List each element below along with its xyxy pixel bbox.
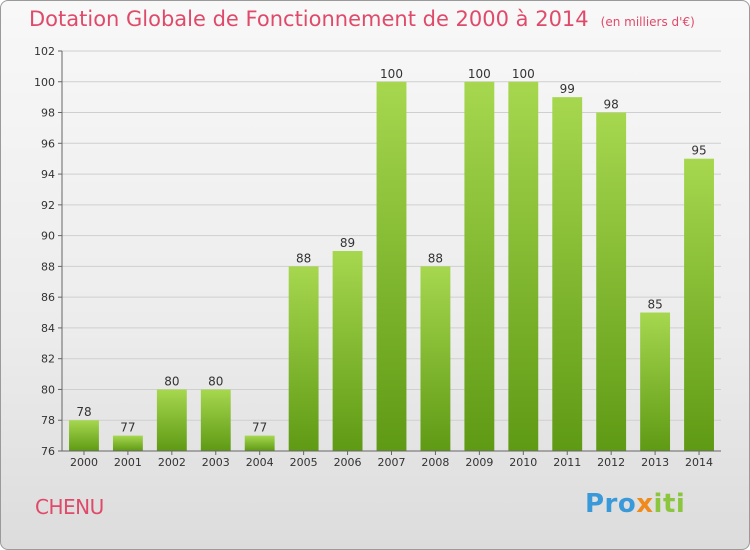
y-tick-label: 90 [41, 230, 55, 243]
chart-title: Dotation Globale de Fonctionnement de 20… [29, 7, 589, 31]
x-tick-label-2008: 2008 [421, 456, 449, 469]
x-tick-label-2014: 2014 [685, 456, 713, 469]
bar-2003 [200, 389, 231, 451]
x-tick-label-2005: 2005 [290, 456, 318, 469]
bar-2004 [244, 435, 275, 451]
x-tick-label-2009: 2009 [465, 456, 493, 469]
x-tick-label-2001: 2001 [114, 456, 142, 469]
data-label-2002: 80 [164, 374, 179, 388]
bar-2009 [464, 81, 495, 452]
bar-2013 [640, 312, 671, 451]
brand-logo: Proxiti [585, 489, 686, 519]
data-label-2013: 85 [647, 298, 662, 312]
data-label-2004: 77 [252, 421, 267, 435]
data-label-2009: 100 [468, 67, 491, 81]
bar-2007 [376, 81, 407, 452]
bar-2014 [684, 158, 714, 451]
x-tick-label-2004: 2004 [246, 456, 274, 469]
data-label-2012: 98 [604, 98, 619, 112]
y-tick-label: 82 [41, 353, 55, 366]
bar-2006 [332, 251, 363, 451]
y-tick-label: 100 [34, 76, 55, 89]
y-tick-label: 84 [41, 322, 55, 335]
x-tick-label-2003: 2003 [202, 456, 230, 469]
y-tick-label: 88 [41, 260, 55, 273]
data-label-2000: 78 [76, 405, 91, 419]
bar-2010 [508, 81, 539, 452]
x-tick-label-2000: 2000 [70, 456, 98, 469]
x-tick-label-2011: 2011 [553, 456, 581, 469]
y-tick-label: 96 [41, 137, 55, 150]
data-label-2005: 88 [296, 251, 311, 265]
commune-name: CHENU [35, 495, 104, 519]
bar-2011 [552, 97, 583, 452]
y-tick-label: 102 [34, 45, 55, 58]
data-label-2007: 100 [380, 67, 403, 81]
y-tick-label: 98 [41, 107, 55, 120]
bar-2000 [69, 420, 99, 451]
x-tick-label-2013: 2013 [641, 456, 669, 469]
chart-subtitle: (en milliers d'€) [600, 15, 695, 29]
data-label-2010: 100 [512, 67, 535, 81]
data-label-2014: 95 [691, 144, 706, 158]
y-tick-label: 94 [41, 168, 55, 181]
bar-2002 [156, 389, 187, 451]
y-tick-label: 76 [41, 445, 55, 458]
y-tick-label: 78 [41, 414, 55, 427]
data-label-2001: 77 [120, 421, 135, 435]
x-tick-label-2002: 2002 [158, 456, 186, 469]
data-label-2006: 89 [340, 236, 355, 250]
data-label-2003: 80 [208, 374, 223, 388]
bar-2001 [112, 435, 143, 451]
bars: 78 77 80 80 77 88 89 100 88 100 100 99 98 85 95 [69, 67, 714, 452]
axes: 76 78 80 82 84 86 88 90 92 94 96 98 100 102 2000 2001 20… [34, 45, 721, 469]
bar-2012 [596, 112, 627, 452]
x-tick-label-2006: 2006 [334, 456, 362, 469]
bar-2008 [420, 266, 451, 451]
x-tick-label-2012: 2012 [597, 456, 625, 469]
x-tick-label-2010: 2010 [509, 456, 537, 469]
data-label-2008: 88 [428, 251, 443, 265]
y-tick-label: 86 [41, 291, 55, 304]
y-tick-label: 92 [41, 199, 55, 212]
x-tick-label-2007: 2007 [378, 456, 406, 469]
y-tick-label: 80 [41, 383, 55, 396]
data-label-2011: 99 [560, 82, 575, 96]
bar-2005 [288, 266, 319, 451]
chart-header: Dotation Globale de Fonctionnement de 20… [29, 7, 695, 31]
